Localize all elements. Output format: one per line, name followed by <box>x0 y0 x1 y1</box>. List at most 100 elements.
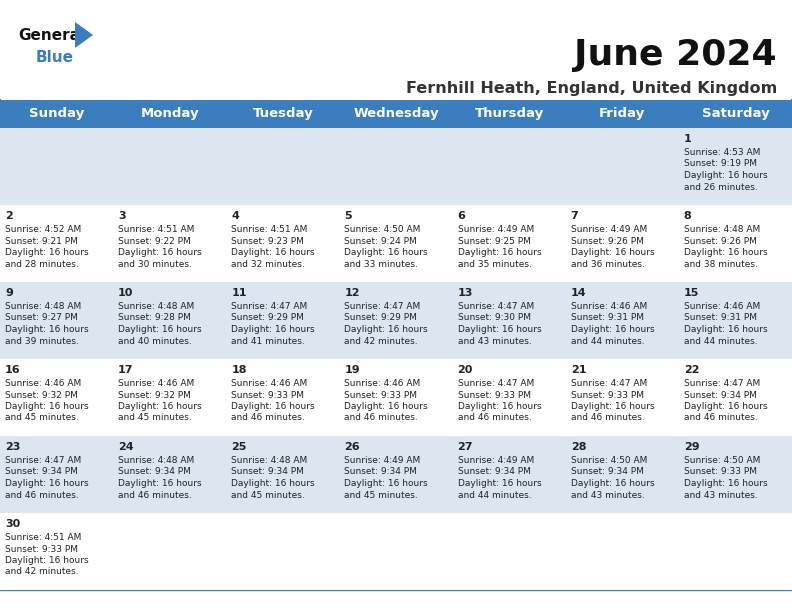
Text: Sunset: 9:34 PM: Sunset: 9:34 PM <box>231 468 304 477</box>
Text: and 45 minutes.: and 45 minutes. <box>118 414 192 422</box>
Text: and 43 minutes.: and 43 minutes. <box>571 490 645 499</box>
Text: Sunset: 9:33 PM: Sunset: 9:33 PM <box>571 390 644 400</box>
Text: 14: 14 <box>571 288 586 298</box>
Text: Sunrise: 4:47 AM: Sunrise: 4:47 AM <box>345 302 421 311</box>
Text: Blue: Blue <box>36 50 74 64</box>
Text: 5: 5 <box>345 211 352 221</box>
Text: Daylight: 16 hours: Daylight: 16 hours <box>345 479 428 488</box>
Text: 2: 2 <box>5 211 13 221</box>
Text: Sunset: 9:34 PM: Sunset: 9:34 PM <box>5 468 78 477</box>
Text: Monday: Monday <box>140 108 199 121</box>
Text: Sunrise: 4:49 AM: Sunrise: 4:49 AM <box>458 225 534 234</box>
Text: Sunset: 9:34 PM: Sunset: 9:34 PM <box>345 468 417 477</box>
Text: General: General <box>18 28 85 42</box>
Text: and 32 minutes.: and 32 minutes. <box>231 259 305 269</box>
Text: and 46 minutes.: and 46 minutes. <box>683 414 758 422</box>
Text: Sunrise: 4:46 AM: Sunrise: 4:46 AM <box>683 302 760 311</box>
Text: and 33 minutes.: and 33 minutes. <box>345 259 418 269</box>
Text: 24: 24 <box>118 442 134 452</box>
Text: Sunrise: 4:52 AM: Sunrise: 4:52 AM <box>5 225 82 234</box>
Text: Sunset: 9:33 PM: Sunset: 9:33 PM <box>5 545 78 553</box>
Text: Sunset: 9:33 PM: Sunset: 9:33 PM <box>345 390 417 400</box>
Text: Sunset: 9:26 PM: Sunset: 9:26 PM <box>683 236 756 245</box>
Text: and 44 minutes.: and 44 minutes. <box>683 337 757 346</box>
Text: Daylight: 16 hours: Daylight: 16 hours <box>118 325 202 334</box>
Text: Sunrise: 4:47 AM: Sunrise: 4:47 AM <box>571 379 647 388</box>
Text: Daylight: 16 hours: Daylight: 16 hours <box>5 248 89 257</box>
Text: Daylight: 16 hours: Daylight: 16 hours <box>231 479 315 488</box>
Text: and 46 minutes.: and 46 minutes. <box>571 414 645 422</box>
Text: Sunrise: 4:48 AM: Sunrise: 4:48 AM <box>231 456 307 465</box>
Text: 4: 4 <box>231 211 239 221</box>
Text: Sunrise: 4:48 AM: Sunrise: 4:48 AM <box>118 456 194 465</box>
Text: and 46 minutes.: and 46 minutes. <box>231 414 305 422</box>
Text: Sunrise: 4:47 AM: Sunrise: 4:47 AM <box>231 302 307 311</box>
Text: Sunset: 9:27 PM: Sunset: 9:27 PM <box>5 313 78 323</box>
Text: Sunday: Sunday <box>29 108 84 121</box>
Text: and 36 minutes.: and 36 minutes. <box>571 259 645 269</box>
Text: 16: 16 <box>5 365 21 375</box>
Text: Daylight: 16 hours: Daylight: 16 hours <box>683 479 767 488</box>
Text: Sunset: 9:34 PM: Sunset: 9:34 PM <box>683 390 756 400</box>
Text: 18: 18 <box>231 365 247 375</box>
Text: Sunset: 9:26 PM: Sunset: 9:26 PM <box>571 236 644 245</box>
Text: Sunrise: 4:48 AM: Sunrise: 4:48 AM <box>683 225 760 234</box>
Text: Tuesday: Tuesday <box>253 108 313 121</box>
Text: Sunrise: 4:50 AM: Sunrise: 4:50 AM <box>683 456 760 465</box>
Text: 6: 6 <box>458 211 466 221</box>
Text: 26: 26 <box>345 442 360 452</box>
Text: Daylight: 16 hours: Daylight: 16 hours <box>5 325 89 334</box>
Text: and 43 minutes.: and 43 minutes. <box>458 337 531 346</box>
Text: Daylight: 16 hours: Daylight: 16 hours <box>571 479 654 488</box>
Text: and 46 minutes.: and 46 minutes. <box>5 490 78 499</box>
Text: 11: 11 <box>231 288 247 298</box>
Text: Sunset: 9:32 PM: Sunset: 9:32 PM <box>5 390 78 400</box>
Text: 25: 25 <box>231 442 246 452</box>
Text: and 35 minutes.: and 35 minutes. <box>458 259 531 269</box>
Text: Sunset: 9:28 PM: Sunset: 9:28 PM <box>118 313 191 323</box>
Text: Friday: Friday <box>600 108 645 121</box>
Text: and 40 minutes.: and 40 minutes. <box>118 337 192 346</box>
Text: 22: 22 <box>683 365 699 375</box>
Text: Sunset: 9:31 PM: Sunset: 9:31 PM <box>683 313 757 323</box>
Text: Daylight: 16 hours: Daylight: 16 hours <box>683 171 767 180</box>
Text: Sunset: 9:31 PM: Sunset: 9:31 PM <box>571 313 644 323</box>
Text: 23: 23 <box>5 442 21 452</box>
Text: 21: 21 <box>571 365 586 375</box>
Text: Daylight: 16 hours: Daylight: 16 hours <box>571 402 654 411</box>
Text: and 28 minutes.: and 28 minutes. <box>5 259 78 269</box>
Text: and 45 minutes.: and 45 minutes. <box>5 414 78 422</box>
Text: Sunrise: 4:46 AM: Sunrise: 4:46 AM <box>231 379 307 388</box>
Text: Sunrise: 4:49 AM: Sunrise: 4:49 AM <box>345 456 421 465</box>
Text: Sunset: 9:21 PM: Sunset: 9:21 PM <box>5 236 78 245</box>
Text: and 41 minutes.: and 41 minutes. <box>231 337 305 346</box>
Text: Daylight: 16 hours: Daylight: 16 hours <box>5 479 89 488</box>
Text: 29: 29 <box>683 442 699 452</box>
Text: Sunset: 9:33 PM: Sunset: 9:33 PM <box>231 390 304 400</box>
Text: and 42 minutes.: and 42 minutes. <box>345 337 418 346</box>
Text: Sunset: 9:34 PM: Sunset: 9:34 PM <box>118 468 191 477</box>
Text: Daylight: 16 hours: Daylight: 16 hours <box>571 325 654 334</box>
Text: Sunrise: 4:48 AM: Sunrise: 4:48 AM <box>5 302 82 311</box>
Text: 7: 7 <box>571 211 578 221</box>
Text: Sunrise: 4:47 AM: Sunrise: 4:47 AM <box>458 379 534 388</box>
Text: Sunset: 9:24 PM: Sunset: 9:24 PM <box>345 236 417 245</box>
Text: and 42 minutes.: and 42 minutes. <box>5 567 78 577</box>
Text: and 39 minutes.: and 39 minutes. <box>5 337 79 346</box>
Text: Sunset: 9:25 PM: Sunset: 9:25 PM <box>458 236 531 245</box>
Text: Wednesday: Wednesday <box>353 108 439 121</box>
Text: Fernhill Heath, England, United Kingdom: Fernhill Heath, England, United Kingdom <box>406 81 777 95</box>
Text: Daylight: 16 hours: Daylight: 16 hours <box>345 402 428 411</box>
Text: Sunset: 9:22 PM: Sunset: 9:22 PM <box>118 236 191 245</box>
Text: and 46 minutes.: and 46 minutes. <box>118 490 192 499</box>
Text: Daylight: 16 hours: Daylight: 16 hours <box>458 325 541 334</box>
Text: Daylight: 16 hours: Daylight: 16 hours <box>231 402 315 411</box>
Text: Sunrise: 4:49 AM: Sunrise: 4:49 AM <box>571 225 647 234</box>
Text: Daylight: 16 hours: Daylight: 16 hours <box>231 325 315 334</box>
Text: Sunrise: 4:51 AM: Sunrise: 4:51 AM <box>5 533 82 542</box>
Text: Sunrise: 4:46 AM: Sunrise: 4:46 AM <box>345 379 421 388</box>
Text: and 43 minutes.: and 43 minutes. <box>683 490 758 499</box>
Text: and 45 minutes.: and 45 minutes. <box>345 490 418 499</box>
Text: 20: 20 <box>458 365 473 375</box>
Text: 8: 8 <box>683 211 691 221</box>
